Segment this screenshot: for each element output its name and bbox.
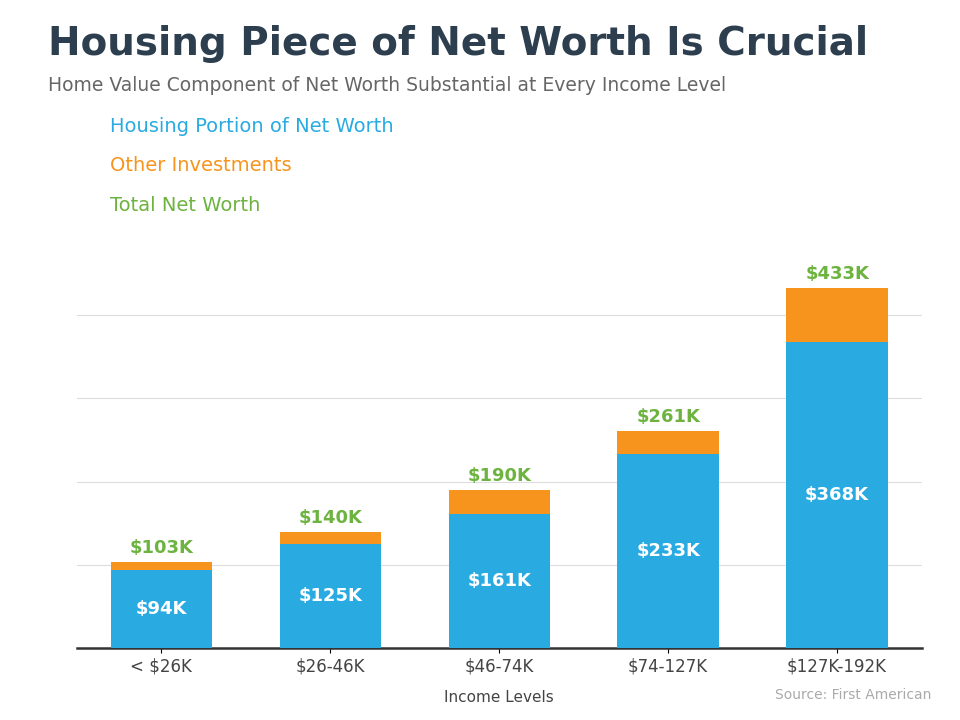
Text: $368K: $368K <box>805 486 869 504</box>
Text: Housing Portion of Net Worth: Housing Portion of Net Worth <box>110 117 394 135</box>
Text: Home Value Component of Net Worth Substantial at Every Income Level: Home Value Component of Net Worth Substa… <box>48 76 726 94</box>
Text: Total Net Worth: Total Net Worth <box>110 196 261 215</box>
Bar <box>617 454 719 648</box>
Text: $433K: $433K <box>805 265 869 283</box>
Text: $103K: $103K <box>130 539 193 557</box>
Text: $125K: $125K <box>299 587 362 605</box>
Text: $161K: $161K <box>468 572 531 590</box>
Text: Other Investments: Other Investments <box>110 156 292 175</box>
Text: Source: First American: Source: First American <box>775 688 931 702</box>
Bar <box>448 514 550 648</box>
Bar <box>279 544 381 648</box>
Bar <box>448 490 550 514</box>
Bar <box>786 342 888 648</box>
Text: $94K: $94K <box>135 600 187 618</box>
Text: $190K: $190K <box>468 467 531 485</box>
Text: $261K: $261K <box>636 408 700 426</box>
X-axis label: Income Levels: Income Levels <box>444 690 554 705</box>
Bar <box>110 570 212 648</box>
Text: Housing Piece of Net Worth Is Crucial: Housing Piece of Net Worth Is Crucial <box>48 25 868 63</box>
Bar <box>786 288 888 342</box>
Text: $140K: $140K <box>299 508 362 526</box>
Bar <box>110 562 212 570</box>
Text: $233K: $233K <box>636 542 700 560</box>
Bar <box>279 531 381 544</box>
Bar <box>617 431 719 454</box>
